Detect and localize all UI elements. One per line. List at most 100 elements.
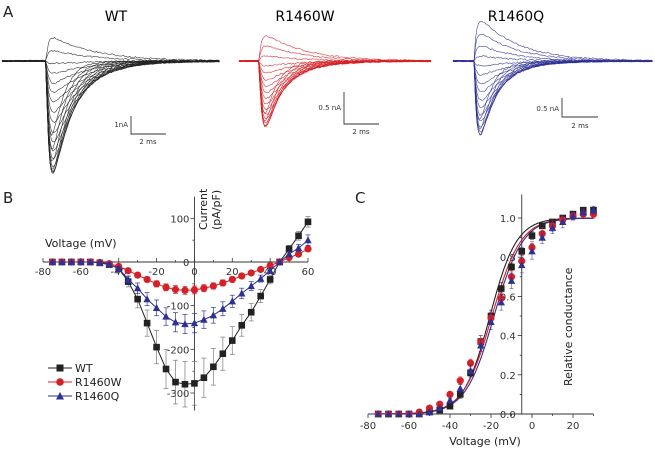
c-data-point bbox=[487, 317, 495, 325]
current-trace bbox=[452, 59, 653, 136]
b-data-point bbox=[58, 258, 66, 266]
b-ylabel-line2: (pA/pF) bbox=[210, 190, 223, 230]
b-x-tick-label: -80 bbox=[35, 267, 51, 278]
current-trace bbox=[1, 59, 220, 168]
b-data-point bbox=[304, 245, 312, 253]
b-data-point bbox=[228, 297, 236, 305]
c-ylabel: Relative conductance bbox=[562, 267, 575, 386]
c-fit-curve bbox=[368, 217, 594, 415]
panel-label-c: C bbox=[355, 189, 365, 207]
c-data-point bbox=[548, 223, 557, 231]
b-data-point bbox=[143, 319, 151, 327]
c-data-point bbox=[456, 377, 464, 385]
b-data-point bbox=[247, 308, 255, 316]
current-trace bbox=[2, 59, 220, 159]
current-trace bbox=[1, 59, 220, 174]
b-data-point bbox=[77, 258, 85, 266]
b-data-point bbox=[209, 311, 218, 319]
trace-title-r1460w: R1460W bbox=[275, 9, 334, 25]
c-data-point bbox=[538, 233, 546, 241]
c-y-tick-label: 0.0 bbox=[500, 410, 516, 421]
b-x-tick-label: 0 bbox=[191, 267, 197, 278]
b-x-tick-label: -40 bbox=[111, 267, 127, 278]
scale-current-r1460w: 0.5 nA bbox=[318, 104, 341, 112]
b-y-tick-label: -300 bbox=[167, 389, 190, 400]
c-y-tick-label: 1.0 bbox=[500, 214, 516, 225]
c-data-point bbox=[528, 232, 536, 239]
b-series-r1460q bbox=[48, 234, 312, 335]
scale-bar-wt: 1nA 2 ms bbox=[114, 116, 166, 146]
c-data-point bbox=[477, 341, 485, 349]
scale-current-r1460q: 0.5 nA bbox=[536, 105, 559, 113]
b-data-point bbox=[105, 260, 113, 268]
b-y-tick-label: 100 bbox=[170, 214, 189, 225]
c-x-tick-label: -20 bbox=[483, 421, 499, 432]
scale-time-r1460q: 2 ms bbox=[571, 122, 588, 130]
b-data-point bbox=[190, 286, 199, 294]
legend-item-r1460w: R1460W bbox=[48, 376, 122, 389]
current-trace bbox=[238, 60, 432, 74]
c-axes: -80 -60 -40 -20 0 200.00.20.40.60.81.0 bbox=[360, 194, 594, 432]
c-data-point bbox=[579, 208, 587, 216]
b-data-point bbox=[219, 350, 227, 357]
b-data-point bbox=[295, 232, 302, 240]
b-data-point bbox=[294, 250, 303, 258]
b-data-point bbox=[134, 295, 141, 303]
current-trace bbox=[1, 59, 220, 150]
b-x-tick-label: 60 bbox=[302, 267, 315, 278]
b-data-point bbox=[143, 275, 151, 284]
current-trace bbox=[238, 45, 431, 63]
b-data-point bbox=[275, 258, 284, 266]
b-data-point bbox=[162, 312, 170, 320]
b-data-point bbox=[143, 295, 151, 303]
b-x-tick-label: 20 bbox=[226, 267, 239, 278]
panel-label-b: B bbox=[3, 189, 13, 207]
scale-time-wt: 2 ms bbox=[139, 138, 156, 146]
c-data-point bbox=[497, 298, 505, 306]
b-ylabel-line1: Current bbox=[197, 188, 210, 230]
current-trace bbox=[238, 59, 432, 124]
current-trace bbox=[1, 59, 220, 162]
c-data-point bbox=[518, 248, 526, 255]
legend-label-r1460q: R1460Q bbox=[75, 390, 120, 403]
c-data-point bbox=[384, 410, 393, 418]
current-trace bbox=[238, 59, 432, 105]
legend-item-r1460q: R1460Q bbox=[48, 390, 120, 403]
b-data-point bbox=[238, 272, 246, 280]
b-data-point bbox=[48, 258, 57, 266]
b-data-point bbox=[133, 284, 142, 292]
c-data-point bbox=[589, 206, 598, 214]
current-trace bbox=[1, 50, 220, 63]
b-x-tick-label: -60 bbox=[73, 267, 89, 278]
b-data-point bbox=[200, 284, 208, 292]
b-data-point bbox=[228, 337, 236, 344]
b-data-point bbox=[238, 289, 246, 297]
c-x-tick-label: -40 bbox=[442, 421, 458, 432]
c-data-point bbox=[446, 390, 454, 398]
scale-bar-r1460w: 0.5 nA 2 ms bbox=[318, 92, 379, 136]
c-data-point bbox=[446, 396, 454, 404]
b-data-point bbox=[96, 258, 104, 266]
b-data-point bbox=[153, 343, 160, 351]
current-trace bbox=[452, 59, 653, 136]
trace-title-r1460q: R1460Q bbox=[488, 9, 544, 25]
panel-c-conductance-voltage: C -80 -60 -40 -20 0 200.00.20.40.60.81.0 Volt… bbox=[355, 189, 598, 448]
b-data-point bbox=[181, 320, 189, 328]
c-y-tick-label: 0.2 bbox=[500, 371, 516, 382]
b-y-tick-label: -200 bbox=[167, 345, 190, 356]
panel-label-a: A bbox=[3, 3, 14, 21]
b-data-point bbox=[257, 265, 265, 274]
legend-label-wt: WT bbox=[75, 362, 93, 375]
b-data-point bbox=[266, 276, 274, 283]
traces-wt bbox=[1, 37, 220, 174]
c-series-wt bbox=[368, 217, 594, 415]
scale-current-wt: 1nA bbox=[114, 121, 128, 129]
b-data-point bbox=[181, 380, 189, 388]
c-data-point bbox=[395, 410, 403, 418]
c-series-r1460w bbox=[368, 217, 594, 415]
current-trace bbox=[1, 59, 220, 152]
b-data-point bbox=[172, 378, 179, 386]
b-data-point bbox=[247, 269, 255, 277]
c-data-point bbox=[456, 384, 464, 392]
